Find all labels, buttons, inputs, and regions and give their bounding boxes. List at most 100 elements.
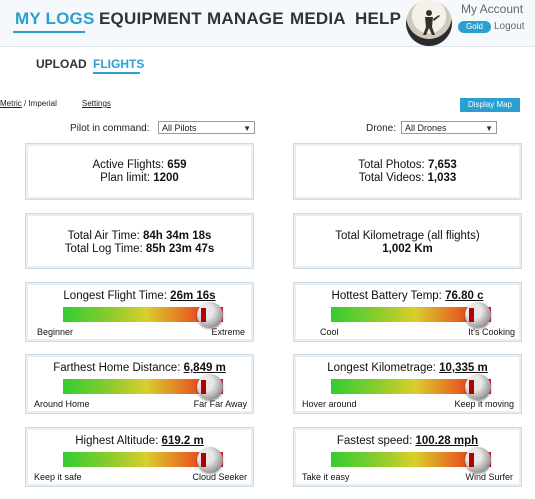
gauge-title: Hottest Battery Temp: 76.80 c [294, 290, 521, 302]
gauge-title: Farthest Home Distance: 6,849 m [26, 362, 253, 374]
gauge-min-label: Cool [320, 327, 339, 337]
flights-card: Active Flights: 659 Plan limit: 1200 [25, 143, 254, 200]
air-time-label: Total Air Time: [67, 230, 140, 242]
chevron-down-icon: ▼ [243, 124, 251, 133]
nav-media[interactable]: MEDIA [290, 9, 346, 28]
gauge-label: Fastest speed: [336, 435, 413, 447]
gauge-label: Farthest Home Distance: [53, 362, 181, 374]
nav-equipment[interactable]: EQUIPMENT [99, 9, 202, 28]
gauge-max-label: Extreme [211, 327, 245, 337]
total-photos-label: Total Photos: [358, 159, 425, 171]
gauge-min-label: Around Home [34, 399, 90, 409]
gauge-card: Farthest Home Distance: 6,849 m Around H… [25, 354, 254, 414]
gauge-label: Longest Flight Time: [63, 290, 167, 302]
drone-select-value: All Drones [405, 123, 447, 133]
total-videos-line: Total Videos: 1,033 [294, 172, 521, 184]
kilometrage-card: Total Kilometrage (all flights) 1,002 Km [293, 213, 522, 269]
gauge-title: Longest Kilometrage: 10,335 m [294, 362, 521, 374]
imperial-label[interactable]: Imperial [28, 99, 57, 108]
gauge-knob-icon [197, 447, 224, 473]
gauge-title: Highest Altitude: 619.2 m [26, 435, 253, 447]
gauge-knob-icon [465, 374, 492, 400]
log-time-label: Total Log Time: [64, 243, 143, 255]
gauge-card: Fastest speed: 100.28 mph Take it easy W… [293, 427, 522, 487]
plan-limit-line: Plan limit: 1200 [26, 172, 253, 184]
gauge-bar [331, 452, 491, 467]
gauge-label: Hottest Battery Temp: [331, 290, 442, 302]
time-card: Total Air Time: 84h 34m 18s Total Log Ti… [25, 213, 254, 269]
plan-limit-label: Plan limit: [100, 172, 151, 184]
nav-help[interactable]: HELP [355, 9, 402, 28]
air-time-line: Total Air Time: 84h 34m 18s [26, 230, 253, 242]
gauge-min-label: Take it easy [302, 472, 350, 482]
gauge-value[interactable]: 76.80 c [445, 290, 484, 302]
drone-filter-label: Drone: [366, 123, 397, 134]
pilot-select[interactable]: All Pilots ▼ [158, 121, 255, 134]
plan-limit-value: 1200 [153, 172, 179, 184]
unit-toggle: Metric / Imperial [0, 99, 57, 108]
metric-link[interactable]: Metric [0, 99, 22, 108]
top-nav: MY LOGS EQUIPMENT MANAGE MEDIA HELP My A… [0, 0, 535, 47]
gauge-title: Longest Flight Time: 26m 16s [26, 290, 253, 302]
gauge-knob-icon [465, 302, 492, 328]
gauge-min-label: Keep it safe [34, 472, 82, 482]
gauge-bar [331, 379, 491, 394]
gauge-knob-icon [465, 447, 492, 473]
gauge-value[interactable]: 10,335 m [439, 362, 488, 374]
gauge-card: Longest Kilometrage: 10,335 m Hover arou… [293, 354, 522, 414]
log-time-line: Total Log Time: 85h 23m 47s [26, 243, 253, 255]
gauge-card: Highest Altitude: 619.2 m Keep it safe C… [25, 427, 254, 487]
active-flights-line: Active Flights: 659 [26, 159, 253, 171]
media-card: Total Photos: 7,653 Total Videos: 1,033 [293, 143, 522, 200]
my-account-link[interactable]: My Account [461, 2, 524, 16]
gauge-max-label: Keep it moving [454, 399, 514, 409]
gauge-max-label: Wind Surfer [465, 472, 513, 482]
pilot-filter-label: Pilot in command: [70, 123, 150, 134]
gauge-bar [63, 452, 223, 467]
settings-link[interactable]: Settings [82, 99, 111, 108]
nav-my-logs[interactable]: MY LOGS [15, 9, 95, 28]
tab-upload[interactable]: UPLOAD [36, 57, 87, 71]
gauge-bar [63, 307, 223, 322]
gauge-value[interactable]: 100.28 mph [415, 435, 479, 447]
tab-active-underline [93, 72, 140, 74]
display-map-button[interactable]: Display Map [460, 98, 520, 112]
gauge-max-label: It's Cooking [468, 327, 515, 337]
total-videos-label: Total Videos: [358, 172, 425, 184]
gauge-card: Longest Flight Time: 26m 16s Beginner Ex… [25, 282, 254, 342]
gauge-value[interactable]: 619.2 m [161, 435, 204, 447]
nav-active-underline [13, 31, 85, 33]
gauge-bar [331, 307, 491, 322]
km-value: 1,002 Km [382, 243, 433, 255]
drone-select[interactable]: All Drones ▼ [401, 121, 497, 134]
unit-separator: / [21, 99, 29, 108]
gauge-knob-icon [197, 374, 224, 400]
nav-manage[interactable]: MANAGE [207, 9, 284, 28]
active-flights-label: Active Flights: [92, 159, 165, 171]
log-time-value: 85h 23m 47s [145, 243, 215, 255]
gauge-max-label: Cloud Seeker [192, 472, 247, 482]
gauge-title: Fastest speed: 100.28 mph [294, 435, 521, 447]
total-videos-value: 1,033 [427, 172, 457, 184]
gauge-bar [63, 379, 223, 394]
pilot-silhouette-icon [423, 10, 440, 35]
air-time-value: 84h 34m 18s [143, 230, 212, 242]
site-logo[interactable] [406, 0, 452, 46]
total-photos-line: Total Photos: 7,653 [294, 159, 521, 171]
gauge-label: Highest Altitude: [75, 435, 159, 447]
active-flights-value: 659 [167, 159, 187, 171]
km-label: Total Kilometrage (all flights) [335, 230, 480, 242]
gauge-min-label: Hover around [302, 399, 357, 409]
gauge-max-label: Far Far Away [193, 399, 247, 409]
tab-flights[interactable]: FLIGHTS [93, 57, 145, 71]
chevron-down-icon: ▼ [485, 124, 493, 133]
logout-link[interactable]: Logout [494, 21, 525, 32]
pilot-select-value: All Pilots [162, 123, 197, 133]
gauge-value[interactable]: 6,849 m [183, 362, 226, 374]
gauge-knob-icon [197, 302, 224, 328]
total-photos-value: 7,653 [427, 159, 457, 171]
gauge-value[interactable]: 26m 16s [170, 290, 216, 302]
gauge-min-label: Beginner [37, 327, 74, 337]
plan-badge: Gold [458, 21, 491, 33]
gauge-card: Hottest Battery Temp: 76.80 c Cool It's … [293, 282, 522, 342]
